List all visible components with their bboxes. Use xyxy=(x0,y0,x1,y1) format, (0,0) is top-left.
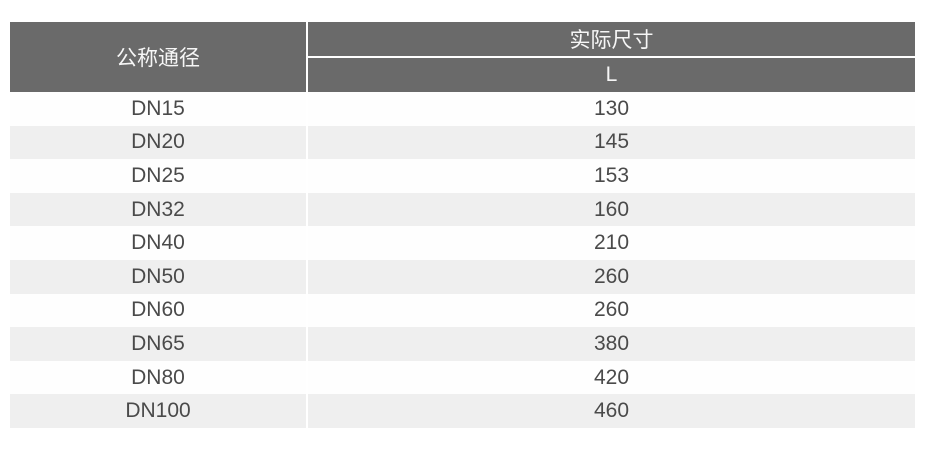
l-cell: 130 xyxy=(593,96,630,120)
header-row-1: 公称通径 实际尺寸 xyxy=(10,22,915,92)
table-row: DN20 145 xyxy=(10,125,915,160)
l-cell: 420 xyxy=(593,365,630,389)
l-cell: 160 xyxy=(593,197,630,221)
subheader-l: L xyxy=(307,57,915,92)
header-nominal-diameter: 公称通径 xyxy=(10,22,308,92)
dn-cell: DN60 xyxy=(10,293,308,328)
table-row: DN32 160 xyxy=(10,192,915,227)
header-actual-size: 实际尺寸 xyxy=(307,22,915,58)
header-row-2: L xyxy=(10,57,915,92)
table-row: DN65 380 xyxy=(10,327,915,361)
dn-cell: DN20 xyxy=(10,125,308,160)
table-row: DN25 153 xyxy=(10,159,915,193)
dn-cell: DN80 xyxy=(10,360,308,395)
l-cell: 153 xyxy=(593,163,630,187)
table-row: DN15 130 xyxy=(10,92,915,126)
table-row: DN80 420 xyxy=(10,360,915,395)
l-cell: 260 xyxy=(593,298,630,322)
l-cell: 145 xyxy=(593,130,630,154)
table-row: DN60 260 xyxy=(10,293,915,328)
l-cell: 260 xyxy=(593,264,630,288)
table-row: DN100 460 xyxy=(10,394,915,428)
dn-cell: DN40 xyxy=(10,226,308,260)
table-row: DN40 210 xyxy=(10,226,915,260)
l-cell: 460 xyxy=(593,399,630,423)
table-body: DN15 130 DN20 145 DN25 153 DN32 160 DN40… xyxy=(10,92,915,428)
l-cell: 380 xyxy=(593,331,630,355)
table-row: DN50 260 xyxy=(10,259,915,294)
l-cell: 210 xyxy=(593,231,630,255)
dn-cell: DN50 xyxy=(10,259,308,294)
table-header: 公称通径 实际尺寸 L xyxy=(10,22,915,92)
dn-cell: DN100 xyxy=(10,394,308,428)
dn-cell: DN15 xyxy=(10,92,308,126)
dn-cell: DN25 xyxy=(10,159,308,193)
dn-cell: DN65 xyxy=(10,327,308,361)
dn-cell: DN32 xyxy=(10,192,308,227)
spec-table: 公称通径 实际尺寸 L DN15 130 DN20 145 DN25 153 D… xyxy=(10,22,915,428)
